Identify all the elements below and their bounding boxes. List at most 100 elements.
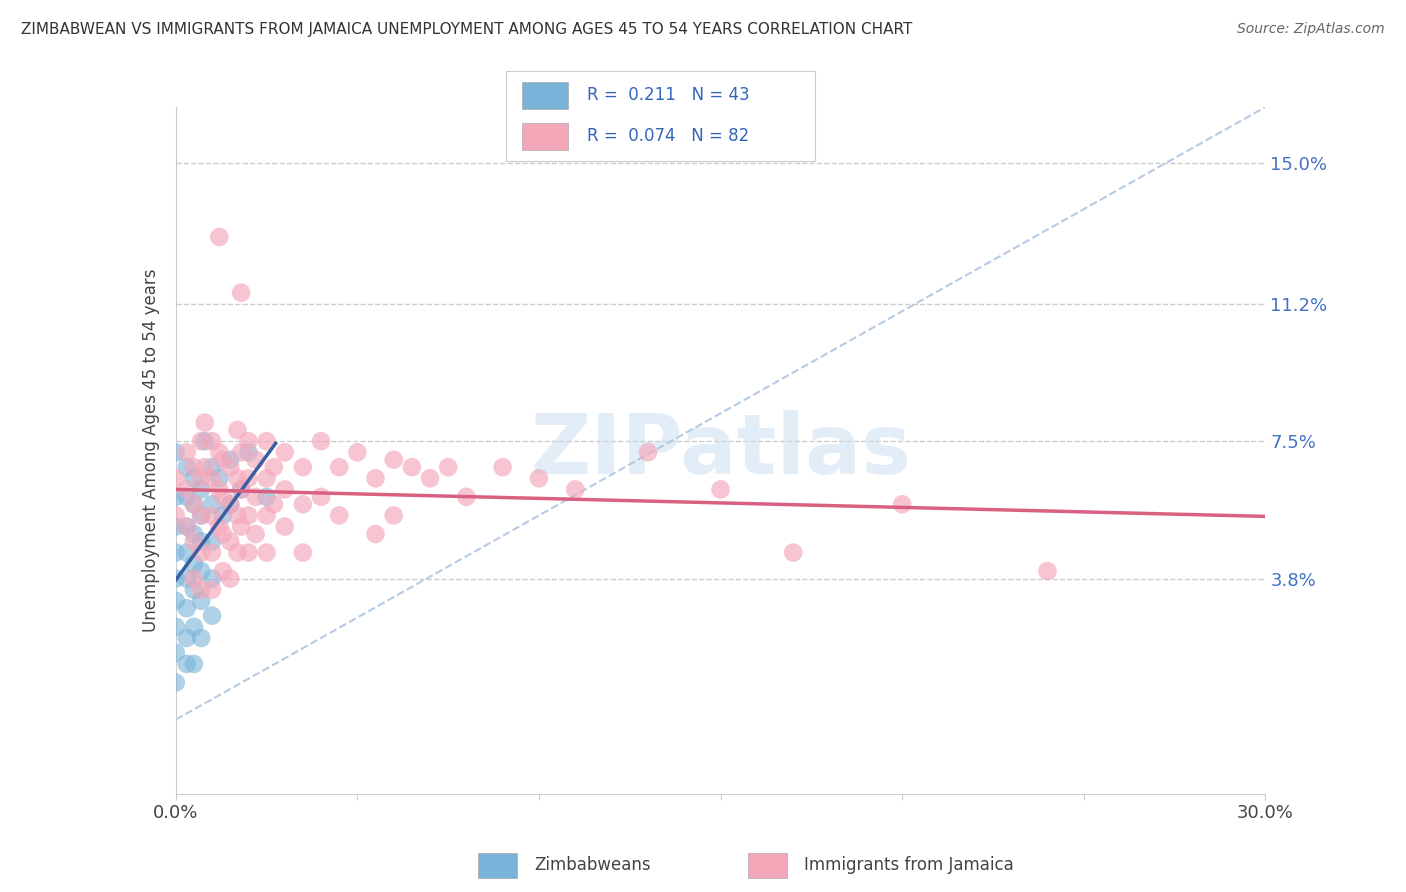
Text: Source: ZipAtlas.com: Source: ZipAtlas.com <box>1237 22 1385 37</box>
Point <box>190 508 212 523</box>
Point <box>219 572 242 586</box>
Point <box>201 608 224 623</box>
Point <box>492 460 515 475</box>
Point <box>231 483 253 497</box>
Point <box>208 483 231 497</box>
Point <box>208 471 231 485</box>
Point <box>201 572 224 586</box>
Point <box>165 594 187 608</box>
Point <box>183 534 205 549</box>
FancyBboxPatch shape <box>522 123 568 150</box>
Text: ZIMBABWEAN VS IMMIGRANTS FROM JAMAICA UNEMPLOYMENT AMONG AGES 45 TO 54 YEARS COR: ZIMBABWEAN VS IMMIGRANTS FROM JAMAICA UN… <box>21 22 912 37</box>
FancyBboxPatch shape <box>748 853 787 878</box>
Point <box>238 508 260 523</box>
Point <box>291 460 314 475</box>
Point <box>183 572 205 586</box>
Point <box>165 508 187 523</box>
Point <box>263 497 285 511</box>
Point <box>183 460 205 475</box>
Point <box>238 434 260 449</box>
Point <box>1036 564 1059 578</box>
Point <box>176 657 198 671</box>
Point <box>291 545 314 559</box>
Point <box>527 471 550 485</box>
Point <box>231 445 253 459</box>
Point <box>231 285 253 300</box>
Point <box>245 452 267 467</box>
Point <box>208 230 231 244</box>
Point <box>183 620 205 634</box>
Point <box>176 601 198 615</box>
Point <box>165 545 187 559</box>
Point <box>309 434 332 449</box>
Point <box>201 534 224 549</box>
Point <box>183 582 205 597</box>
Point <box>212 527 235 541</box>
Point <box>274 519 297 533</box>
Point <box>274 483 297 497</box>
Point <box>201 508 224 523</box>
Point <box>291 497 314 511</box>
Point <box>165 490 187 504</box>
Point <box>165 675 187 690</box>
Point <box>231 483 253 497</box>
Point <box>274 445 297 459</box>
Point <box>176 631 198 645</box>
Point <box>637 445 659 459</box>
Point <box>176 519 198 533</box>
Point <box>165 572 187 586</box>
Point <box>183 497 205 511</box>
Point <box>309 490 332 504</box>
Point <box>183 527 205 541</box>
Point <box>245 527 267 541</box>
Point <box>328 460 350 475</box>
Point <box>201 497 224 511</box>
Point <box>190 582 212 597</box>
Point <box>190 483 212 497</box>
Point <box>183 471 205 485</box>
Point <box>190 534 212 549</box>
Point <box>238 471 260 485</box>
Point <box>238 445 260 459</box>
Point <box>190 631 212 645</box>
Point <box>219 497 242 511</box>
Point <box>194 416 217 430</box>
Point <box>226 508 249 523</box>
Point <box>165 519 187 533</box>
Point <box>219 497 242 511</box>
Text: ZIPatlas: ZIPatlas <box>530 410 911 491</box>
Point <box>176 545 198 559</box>
Point <box>176 483 198 497</box>
Point <box>256 434 278 449</box>
Point <box>190 471 212 485</box>
Point <box>165 445 187 459</box>
Point <box>165 620 187 634</box>
Point <box>212 452 235 467</box>
Point <box>364 527 387 541</box>
Point <box>256 545 278 559</box>
Point <box>891 497 914 511</box>
FancyBboxPatch shape <box>522 82 568 109</box>
FancyBboxPatch shape <box>478 853 517 878</box>
Point <box>364 471 387 485</box>
Point <box>194 460 217 475</box>
Point <box>183 557 205 571</box>
Point <box>176 519 198 533</box>
Point <box>226 471 249 485</box>
Point <box>419 471 441 485</box>
Point <box>782 545 804 559</box>
Point <box>219 534 242 549</box>
Point <box>190 434 212 449</box>
Point <box>456 490 478 504</box>
Point <box>208 519 231 533</box>
Point <box>382 508 405 523</box>
Point <box>245 490 267 504</box>
Point <box>201 460 224 475</box>
Point <box>226 545 249 559</box>
Point <box>190 564 212 578</box>
Point <box>382 452 405 467</box>
Point <box>401 460 423 475</box>
Point <box>564 483 586 497</box>
Point <box>201 582 224 597</box>
Point <box>226 423 249 437</box>
